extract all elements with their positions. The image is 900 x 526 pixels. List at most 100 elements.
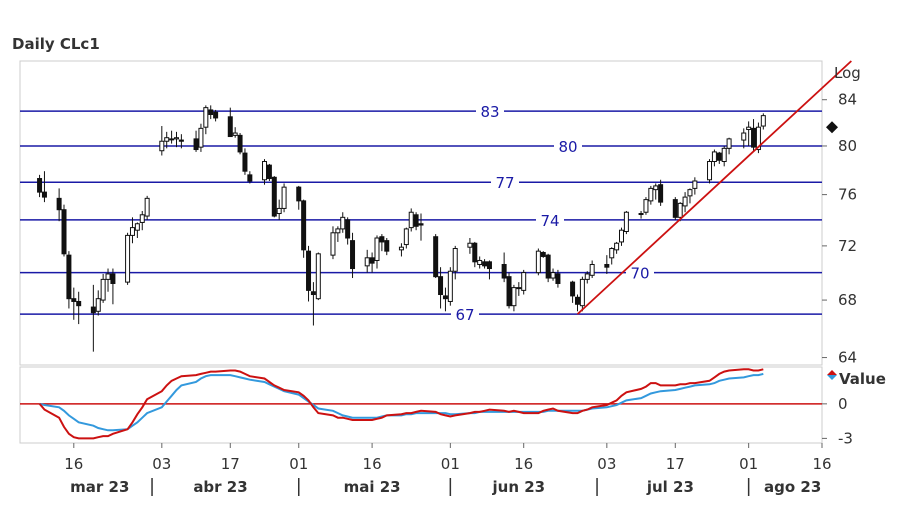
level-label: 80 <box>558 138 577 156</box>
candle-body <box>751 127 757 148</box>
candle-body <box>56 197 62 211</box>
candle-body <box>682 196 688 207</box>
x-tick-label: 16 <box>363 455 382 473</box>
candle-body <box>71 298 77 302</box>
candle-body <box>540 251 546 257</box>
candle-body <box>555 273 561 284</box>
candle-body <box>638 213 644 216</box>
candle-body <box>579 278 585 307</box>
candle-body <box>281 186 287 209</box>
candle-body <box>472 242 478 263</box>
candle-body <box>438 276 444 296</box>
candle-body <box>707 161 713 181</box>
candle-body <box>755 126 761 151</box>
candle-body <box>198 127 204 148</box>
y-tick-label: 72 <box>838 237 857 255</box>
candle-body <box>408 211 414 229</box>
candle-body <box>369 257 375 264</box>
x-tick-label: 03 <box>597 455 616 473</box>
candle-body <box>227 116 233 138</box>
candle-body <box>623 211 629 233</box>
candle-body <box>442 295 448 300</box>
x-tick-label: 16 <box>64 455 83 473</box>
indicator-panel-frame <box>19 366 823 444</box>
candle-body <box>570 281 576 297</box>
candle-body <box>105 273 111 280</box>
level-label-bg <box>554 135 582 156</box>
scale-label: Log <box>834 64 861 82</box>
indicator-series-line <box>39 372 764 432</box>
candle-body <box>66 254 72 300</box>
candle-body <box>193 138 199 151</box>
candle-body <box>242 152 248 172</box>
candle-body <box>247 174 253 182</box>
candlesticks <box>37 105 766 352</box>
indicator-legend-label: Value <box>839 370 886 388</box>
candle-body <box>76 300 82 307</box>
price-panel-frame <box>19 60 823 366</box>
month-label: jul 23 <box>646 478 694 496</box>
candle-body <box>672 199 678 218</box>
candle-body <box>521 272 527 291</box>
price-axis: Log 64 68 72 76 80 84 <box>822 64 861 367</box>
candle-body <box>447 270 453 302</box>
candle-body <box>384 240 390 252</box>
candle-body <box>687 189 693 197</box>
candle-body <box>574 296 580 305</box>
y-tick-label: 64 <box>838 349 857 367</box>
indicator-tick-label: -3 <box>838 429 853 447</box>
candle-body <box>760 115 766 127</box>
candle-body <box>403 228 409 246</box>
candle-body <box>178 139 184 142</box>
candle-body <box>232 132 238 136</box>
candle-body <box>589 263 595 276</box>
candle-body <box>125 234 131 283</box>
candle-body <box>511 287 517 307</box>
candle-body <box>213 111 219 119</box>
candle-body <box>716 152 722 161</box>
candle-body <box>364 257 370 267</box>
candle-body <box>692 180 698 189</box>
month-label: mai 23 <box>344 478 401 496</box>
level-label: 70 <box>630 265 649 283</box>
candle-body <box>726 138 732 149</box>
candle-body <box>37 178 43 193</box>
candle-body <box>306 250 312 291</box>
indicator-tick-label: 0 <box>838 395 848 413</box>
candle-body <box>345 219 351 239</box>
candle-body <box>315 253 321 300</box>
y-tick-label: 84 <box>838 91 857 109</box>
candle-body <box>648 187 654 202</box>
level-label: 83 <box>480 103 499 121</box>
candle-body <box>677 202 683 218</box>
candle-body <box>482 261 488 267</box>
x-tick-label: 01 <box>739 455 758 473</box>
candle-body <box>516 287 522 290</box>
candle-body <box>746 126 752 131</box>
candle-body <box>169 138 175 141</box>
candle-body <box>741 132 747 141</box>
x-tick-label: 01 <box>289 455 308 473</box>
level-label-bg <box>451 304 479 325</box>
candle-body <box>134 223 140 231</box>
x-tick-label: 16 <box>812 455 831 473</box>
candle-body <box>550 272 556 279</box>
candle-body <box>452 248 458 272</box>
candle-body <box>266 164 272 180</box>
candle-body <box>350 240 356 270</box>
date-axis: 16 03 17 01 16 01 16 03 17 01 16 mar 23 abr 23 mai 23… <box>64 443 832 496</box>
level-label-bg <box>536 209 564 230</box>
x-tick-label: 17 <box>221 455 240 473</box>
level-label-bg <box>491 172 519 193</box>
candle-body <box>467 242 473 248</box>
candle-body <box>139 214 145 223</box>
horizontal-levels: 83 80 77 74 70 67 <box>20 101 822 325</box>
candle-body <box>296 186 302 202</box>
candle-body <box>335 228 341 234</box>
candle-body <box>144 197 150 217</box>
candle-body <box>310 291 316 296</box>
candle-body <box>658 184 664 203</box>
candle-body <box>711 151 717 163</box>
